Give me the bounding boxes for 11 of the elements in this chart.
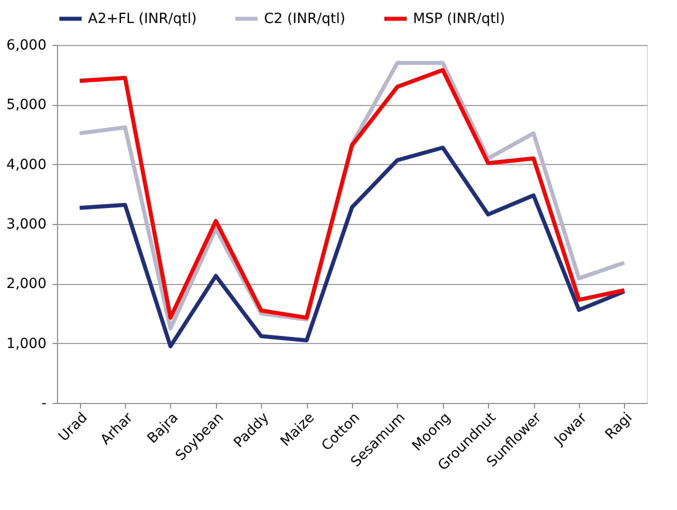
y-tick-label: 2,000 (6, 276, 46, 292)
legend-label: A2+FL (INR/qtl) (88, 10, 197, 27)
y-tick-label: 4,000 (6, 156, 46, 173)
legend-label: MSP (INR/qtl) (413, 10, 506, 27)
y-tick-label: - (41, 396, 46, 412)
y-tick-label: 3,000 (6, 216, 46, 232)
y-tick-label: 1,000 (6, 336, 46, 352)
y-tick-label: 5,000 (6, 97, 46, 114)
legend-label: C2 (INR/qtl) (264, 10, 346, 27)
y-tick-label: 6,000 (6, 38, 46, 54)
line-series (78, 146, 626, 348)
